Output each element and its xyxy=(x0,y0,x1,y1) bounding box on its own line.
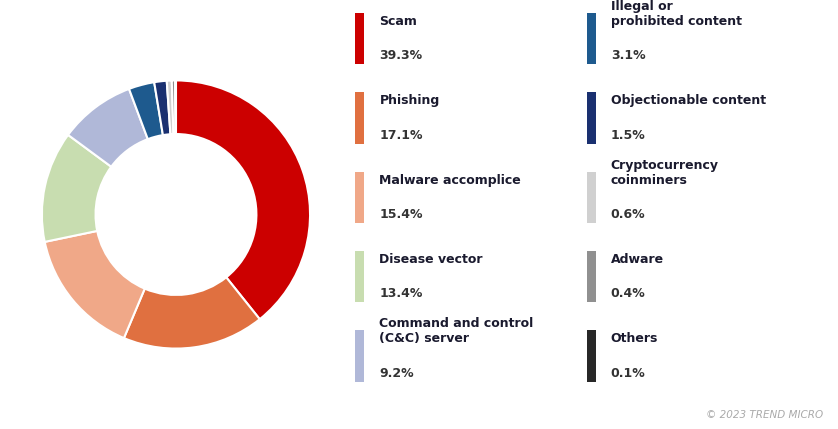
Text: 17.1%: 17.1% xyxy=(380,129,423,142)
FancyBboxPatch shape xyxy=(587,330,596,382)
Text: © 2023 TREND MICRO: © 2023 TREND MICRO xyxy=(706,411,823,420)
Text: Disease vector: Disease vector xyxy=(380,253,483,266)
FancyBboxPatch shape xyxy=(587,13,596,64)
Wedge shape xyxy=(44,231,145,338)
FancyBboxPatch shape xyxy=(587,92,596,144)
Text: 0.6%: 0.6% xyxy=(611,208,645,221)
Wedge shape xyxy=(167,81,173,134)
FancyBboxPatch shape xyxy=(587,251,596,302)
FancyBboxPatch shape xyxy=(355,251,365,302)
Circle shape xyxy=(96,134,256,295)
Text: 9.2%: 9.2% xyxy=(380,367,414,380)
Wedge shape xyxy=(172,80,175,134)
FancyBboxPatch shape xyxy=(355,330,365,382)
Text: 0.1%: 0.1% xyxy=(611,367,645,380)
Wedge shape xyxy=(176,80,310,319)
Text: Adware: Adware xyxy=(611,253,664,266)
Text: Scam: Scam xyxy=(380,15,417,28)
Wedge shape xyxy=(154,81,170,135)
Text: Command and control
(C&C) server: Command and control (C&C) server xyxy=(380,317,534,345)
Text: Objectionable content: Objectionable content xyxy=(611,94,766,107)
Text: 0.4%: 0.4% xyxy=(611,287,645,300)
Text: Malware accomplice: Malware accomplice xyxy=(380,174,521,187)
Text: Cryptocurrency
coinminers: Cryptocurrency coinminers xyxy=(611,159,719,187)
FancyBboxPatch shape xyxy=(587,172,596,223)
Text: Others: Others xyxy=(611,332,658,345)
Text: 3.1%: 3.1% xyxy=(611,49,645,62)
Text: Phishing: Phishing xyxy=(380,94,440,107)
Text: 1.5%: 1.5% xyxy=(611,129,645,142)
FancyBboxPatch shape xyxy=(355,172,365,223)
Text: 15.4%: 15.4% xyxy=(380,208,423,221)
Wedge shape xyxy=(124,277,260,349)
Text: 39.3%: 39.3% xyxy=(380,49,422,62)
Text: Illegal or
prohibited content: Illegal or prohibited content xyxy=(611,0,742,28)
Wedge shape xyxy=(175,80,176,134)
FancyBboxPatch shape xyxy=(355,13,365,64)
Wedge shape xyxy=(129,82,163,139)
Wedge shape xyxy=(42,135,111,242)
Wedge shape xyxy=(68,89,147,167)
FancyBboxPatch shape xyxy=(355,92,365,144)
Text: 13.4%: 13.4% xyxy=(380,287,423,300)
